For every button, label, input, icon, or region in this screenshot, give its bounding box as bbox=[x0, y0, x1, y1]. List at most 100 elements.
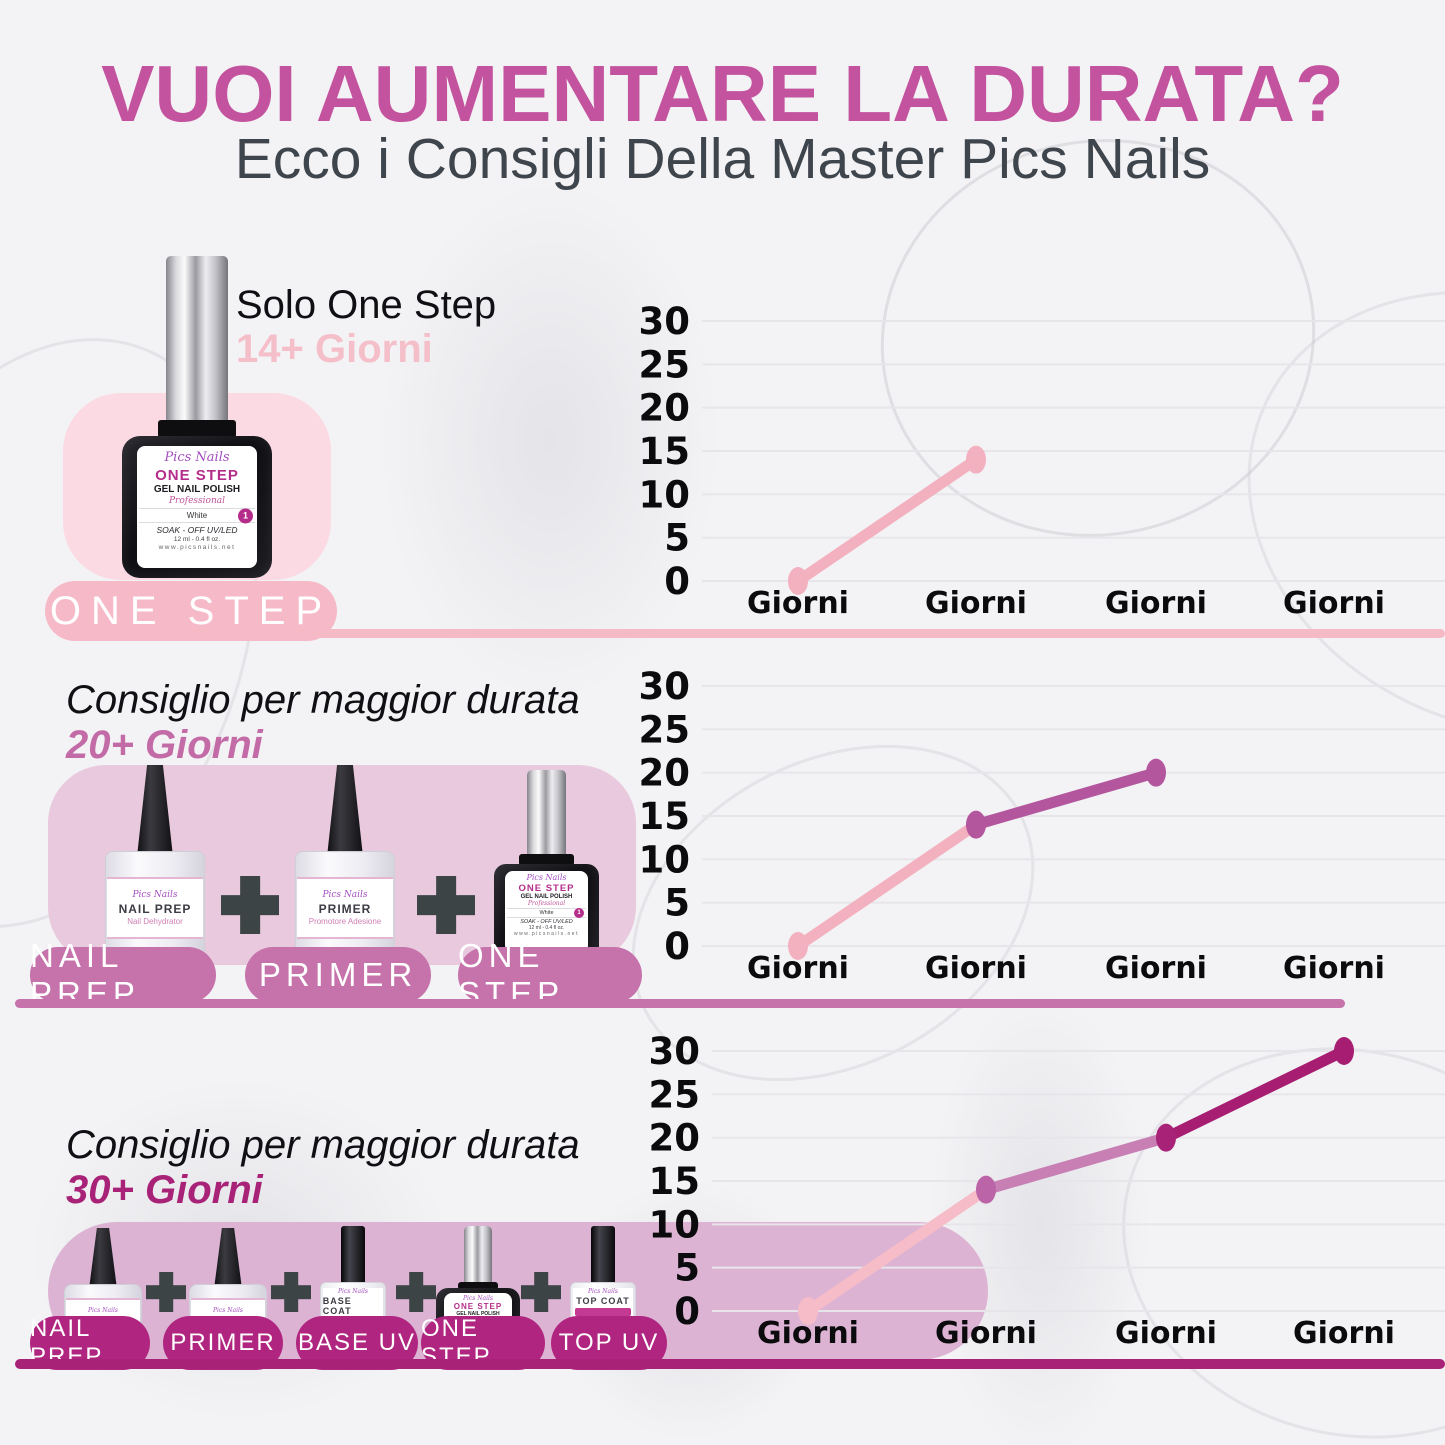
one-step-bottle-small: Pics Nails ONE STEP GEL NAIL POLISH Prof… bbox=[494, 770, 599, 962]
section2-days: 20+ Giorni bbox=[66, 723, 263, 767]
svg-text:20: 20 bbox=[640, 752, 690, 795]
svg-text:Giorni: Giorni bbox=[747, 586, 849, 621]
plus-icon bbox=[417, 876, 475, 934]
durability-chart-three-products: 0 5 10 15 20 25 30 Giorni Giorni Giorni Giorni bbox=[639, 658, 1445, 988]
svg-text:10: 10 bbox=[640, 473, 690, 516]
svg-text:Giorni: Giorni bbox=[1115, 1316, 1217, 1351]
svg-text:Giorni: Giorni bbox=[747, 951, 849, 986]
bottle-label: Pics Nails NAIL PREP Nail Dehydrator bbox=[106, 877, 204, 939]
svg-text:30: 30 bbox=[640, 665, 690, 708]
svg-text:Giorni: Giorni bbox=[1283, 951, 1385, 986]
bottle-cap bbox=[327, 765, 363, 853]
svg-text:10: 10 bbox=[640, 838, 690, 881]
bottle-label: Pics Nails ONE STEP GEL NAIL POLISH Prof… bbox=[505, 871, 588, 953]
section1-heading: Solo One Step bbox=[236, 283, 497, 327]
product-name: ONE STEP bbox=[155, 467, 239, 484]
bottle-cap bbox=[214, 1228, 242, 1286]
primer-bottle: Pics Nails PRIMER Promotore Adesione bbox=[290, 765, 400, 963]
product-name: PRIMER bbox=[318, 902, 372, 916]
svg-text:15: 15 bbox=[650, 1160, 700, 1203]
svg-text:Giorni: Giorni bbox=[1105, 951, 1207, 986]
brand-logo: Pics Nails bbox=[322, 890, 368, 900]
product-site: www.picsnails.net bbox=[514, 931, 579, 937]
bottle-collar bbox=[158, 420, 236, 438]
svg-text:Giorni: Giorni bbox=[757, 1316, 859, 1351]
svg-text:25: 25 bbox=[640, 343, 690, 386]
page-title: VUOI AUMENTARE LA DURATA? bbox=[101, 49, 1344, 138]
label-stripe bbox=[575, 1308, 631, 1316]
section-divider bbox=[110, 629, 1445, 638]
svg-text:Giorni: Giorni bbox=[1293, 1316, 1395, 1351]
brand-logo: Pics Nails bbox=[87, 1307, 118, 1314]
svg-text:10: 10 bbox=[650, 1203, 700, 1246]
svg-text:Giorni: Giorni bbox=[925, 586, 1027, 621]
bottle-cap bbox=[464, 1226, 492, 1284]
svg-text:5: 5 bbox=[674, 1247, 700, 1290]
brand-logo: Pics Nails bbox=[587, 1288, 618, 1295]
product-name: TOP COAT bbox=[576, 1296, 630, 1306]
bottle-label: Pics Nails ONE STEP GEL NAIL POLISH Prof… bbox=[137, 446, 257, 568]
brand-logo: Pics Nails bbox=[164, 450, 230, 465]
product-name: BASE COAT bbox=[322, 1296, 352, 1316]
svg-text:5: 5 bbox=[664, 882, 690, 925]
brand-logo: Pics Nails bbox=[337, 1288, 368, 1295]
svg-text:5: 5 bbox=[664, 517, 690, 560]
bottle-cap bbox=[89, 1228, 117, 1286]
section-divider bbox=[15, 1359, 1445, 1369]
background-blob bbox=[930, 990, 1150, 1445]
section3-heading: Consiglio per maggior durata bbox=[66, 1123, 580, 1167]
section1-days: 14+ Giorni bbox=[236, 327, 433, 371]
pill-nail-prep: NAIL PREP bbox=[30, 937, 216, 1012]
plus-icon bbox=[146, 1272, 186, 1312]
product-shade: White bbox=[186, 511, 208, 520]
svg-text:30: 30 bbox=[640, 300, 690, 343]
svg-text:20: 20 bbox=[640, 387, 690, 430]
brand-logo: Pics Nails bbox=[132, 890, 178, 900]
brand-logo: Pics Nails bbox=[526, 873, 567, 882]
bottle-cap bbox=[137, 765, 173, 853]
nail-prep-bottle: Pics Nails NAIL PREP Nail Dehydrator bbox=[100, 765, 210, 963]
product-cure: SOAK - OFF UV/LED bbox=[520, 919, 573, 925]
pill-one-step: ONE STEP bbox=[458, 937, 642, 1012]
brand-logo: Pics Nails bbox=[212, 1307, 243, 1314]
page-subtitle: Ecco i Consigli Della Master Pics Nails bbox=[234, 127, 1211, 191]
bottle-cap bbox=[166, 256, 228, 422]
product-grade: Professional bbox=[527, 900, 566, 907]
product-sub: Nail Dehydrator bbox=[127, 917, 183, 926]
svg-text:0: 0 bbox=[664, 560, 690, 603]
svg-text:0: 0 bbox=[664, 925, 690, 968]
product-name: ONE STEP bbox=[453, 1302, 503, 1311]
durability-chart-one-step: 0 5 10 15 20 25 30 Giorni Giorni Giorni Giorni bbox=[639, 293, 1445, 623]
product-cure: SOAK - OFF UV/LED bbox=[156, 525, 238, 535]
bottle-collar bbox=[458, 1282, 498, 1290]
svg-text:25: 25 bbox=[640, 708, 690, 751]
product-grade: Professional bbox=[168, 496, 225, 506]
product-type: GEL NAIL POLISH bbox=[456, 1311, 500, 1317]
svg-text:Giorni: Giorni bbox=[935, 1316, 1037, 1351]
product-type: GEL NAIL POLISH bbox=[153, 484, 241, 495]
background-blob bbox=[380, 180, 720, 700]
brand-logo: Pics Nails bbox=[462, 1295, 494, 1302]
plus-icon bbox=[521, 1272, 561, 1312]
bottle-cap bbox=[341, 1226, 365, 1284]
svg-text:15: 15 bbox=[640, 430, 690, 473]
svg-text:15: 15 bbox=[640, 795, 690, 838]
svg-text:0: 0 bbox=[674, 1290, 700, 1333]
product-size: 12 ml - 0.4 fl oz. bbox=[173, 536, 221, 543]
durability-chart-five-products: 0 5 10 15 20 25 30 Giorni Giorni Giorni Giorni bbox=[649, 1023, 1445, 1353]
product-name: NAIL PREP bbox=[118, 902, 192, 916]
svg-text:Giorni: Giorni bbox=[1283, 586, 1385, 621]
svg-text:20: 20 bbox=[650, 1117, 700, 1160]
product-name: ONE STEP bbox=[518, 883, 575, 894]
section2-heading: Consiglio per maggior durata bbox=[66, 678, 580, 722]
plus-icon bbox=[396, 1272, 436, 1312]
product-sub: Promotore Adesione bbox=[308, 917, 382, 926]
svg-text:Giorni: Giorni bbox=[925, 951, 1027, 986]
svg-text:30: 30 bbox=[650, 1030, 700, 1073]
shade-badge: 1 bbox=[238, 508, 253, 523]
bottle-cap bbox=[591, 1226, 615, 1284]
product-size: 12 ml - 0.4 fl oz. bbox=[528, 925, 565, 931]
svg-text:Giorni: Giorni bbox=[1105, 586, 1207, 621]
plus-icon bbox=[271, 1272, 311, 1312]
